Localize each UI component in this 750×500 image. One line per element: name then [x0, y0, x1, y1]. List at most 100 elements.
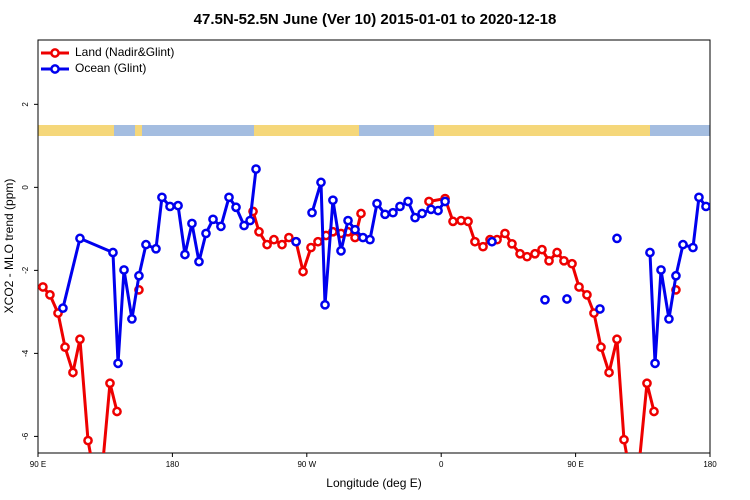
data-point: [165, 201, 175, 212]
data-point: [595, 304, 605, 314]
data-point: [239, 220, 249, 231]
data-point: [350, 224, 360, 235]
data-point: [269, 234, 279, 245]
data-point: [194, 256, 204, 267]
data-point: [650, 358, 660, 369]
data-point: [112, 406, 122, 417]
data-point: [60, 342, 70, 353]
data-point: [45, 290, 55, 300]
data-point: [380, 209, 390, 220]
data-point: [664, 314, 674, 324]
data-point: [372, 198, 382, 209]
data-point: [141, 239, 151, 250]
x-axis-label: Longitude (deg E): [326, 476, 421, 490]
data-point: [157, 192, 167, 203]
data-point: [688, 242, 698, 253]
data-point: [612, 233, 622, 244]
x-tick-label: 90 W: [297, 460, 316, 469]
data-point: [251, 164, 261, 174]
data-point: [417, 208, 427, 219]
data-point: [478, 241, 488, 252]
x-tick-label: 90 E: [30, 460, 46, 469]
chart-title: 47.5N-52.5N June (Ver 10) 2015-01-01 to …: [194, 11, 557, 28]
data-point: [656, 265, 666, 275]
legend: Land (Nadir&Glint) Ocean (Glint): [41, 45, 174, 75]
data-point: [38, 282, 48, 292]
data-point: [574, 282, 584, 292]
data-point: [567, 258, 577, 269]
y-tick-label: 2: [21, 102, 30, 107]
x-tick-label: 180: [703, 460, 717, 469]
data-point: [356, 208, 366, 219]
data-point: [320, 299, 330, 310]
data-point: [433, 205, 443, 216]
data-point: [151, 243, 161, 254]
data-point: [540, 294, 550, 305]
y-tick-label: -4: [21, 349, 30, 357]
data-point: [277, 239, 287, 250]
data-point: [562, 294, 572, 304]
legend-marker: [50, 64, 60, 74]
data-point: [119, 265, 129, 275]
data-point: [500, 228, 510, 239]
data-point: [75, 233, 85, 244]
data-point: [522, 251, 532, 262]
data-point: [187, 218, 197, 229]
data-point: [440, 196, 450, 207]
data-point: [642, 378, 652, 389]
data-point: [180, 249, 190, 260]
y-tick-label: 0: [21, 185, 30, 190]
data-point: [75, 334, 85, 345]
data-point: [403, 196, 413, 207]
data-point: [173, 200, 183, 211]
data-point: [671, 270, 681, 281]
data-point: [463, 216, 473, 227]
y-tick-label: -6: [21, 432, 30, 440]
data-point: [262, 239, 272, 250]
data-point: [307, 207, 317, 218]
data-point: [649, 406, 659, 417]
data-point: [678, 239, 688, 250]
series-line: [43, 199, 676, 500]
data-point: [58, 303, 68, 313]
data-point: [470, 236, 480, 247]
data-point: [537, 244, 547, 255]
data-point: [507, 238, 517, 249]
data-point: [350, 232, 360, 243]
data-point: [134, 270, 144, 281]
land-mask-strip: [38, 125, 710, 136]
legend-label: Land (Nadir&Glint): [75, 45, 174, 59]
data-point: [552, 247, 562, 258]
data-point: [216, 221, 226, 232]
data-point: [365, 234, 375, 245]
data-point: [604, 367, 614, 378]
data-point: [127, 314, 137, 324]
plot-area: [38, 164, 710, 500]
data-point: [424, 196, 434, 207]
data-point: [291, 236, 301, 247]
data-point: [224, 192, 234, 203]
y-axis-label: XCO2 - MLO trend (ppm): [2, 179, 16, 314]
x-tick-label: 0: [439, 460, 444, 469]
data-point: [410, 212, 420, 223]
data-point: [313, 236, 323, 247]
data-point: [544, 255, 554, 266]
data-point: [328, 195, 338, 206]
data-point: [336, 246, 346, 256]
data-point: [612, 334, 622, 345]
data-point: [254, 226, 264, 237]
data-point: [487, 236, 497, 247]
data-point: [448, 216, 458, 227]
data-point: [113, 358, 123, 369]
data-point: [68, 367, 78, 378]
data-point: [245, 215, 255, 226]
x-tick-label: 180: [166, 460, 180, 469]
data-point: [316, 177, 326, 188]
data-point: [582, 290, 592, 300]
data-point: [645, 247, 655, 258]
data-point: [108, 247, 118, 258]
y-tick-label: -2: [21, 266, 30, 274]
plot-frame: [37, 39, 711, 454]
data-point: [105, 378, 115, 389]
